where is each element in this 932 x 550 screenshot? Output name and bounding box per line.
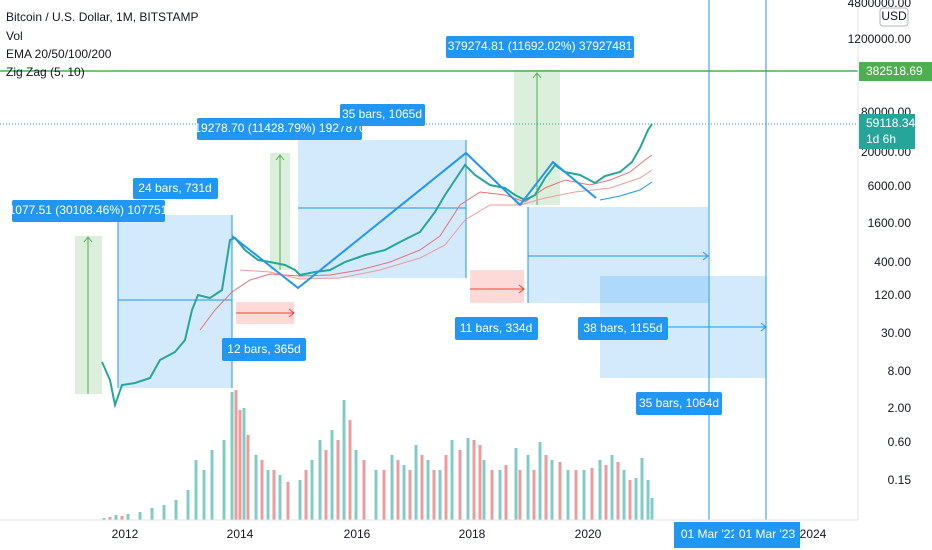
annotation-text: 19278.70 (11428.79%) 1927870: [194, 121, 366, 135]
price-label: 30.00: [881, 326, 911, 340]
annotation-box: [446, 36, 634, 58]
last-price-tag: [859, 114, 915, 149]
price-labels: 4800000.001200000.0080000.0020000.006000…: [848, 0, 912, 487]
ema-line: [599, 181, 653, 201]
price-label: 6000.00: [868, 179, 912, 193]
price-label: 400.00: [874, 255, 911, 269]
annotation-text: 11 bars, 334d: [460, 321, 533, 335]
annotation-text: 35 bars, 1065d: [342, 107, 422, 121]
date-marker: 01 Mar '22: [681, 527, 738, 541]
time-label: 2016: [344, 527, 371, 541]
price-label: 1200000.00: [848, 32, 912, 46]
annotation-box: [12, 200, 165, 222]
line-price-tag: [859, 62, 932, 81]
price-label: 120.00: [874, 288, 911, 302]
annotation-box: [197, 118, 362, 140]
time-label: 2018: [459, 527, 486, 541]
ema-line: [199, 154, 653, 331]
price-label: 0.60: [888, 435, 912, 449]
bar-countdown: 1d 6h: [866, 132, 896, 146]
range-box: [528, 207, 708, 303]
range-box: [298, 140, 466, 278]
zigzag: [231, 151, 597, 290]
time-label: 2012: [112, 527, 139, 541]
volume-down: [108, 390, 632, 520]
symbol-title: Bitcoin / U.S. Dollar, 1M, BITSTAMP: [6, 10, 199, 24]
time-label: 2020: [575, 527, 602, 541]
annotation-text: 35 bars, 1064d: [639, 396, 719, 410]
annotation-box: [636, 392, 722, 415]
currency-button[interactable]: [879, 7, 909, 27]
annotation-box: [340, 104, 425, 126]
date-marker-box: [734, 522, 800, 548]
ema-line: [239, 169, 653, 280]
price-label: 4800000.00: [848, 0, 912, 10]
time-labels: 2012 2014 2016 2018 2020 2024: [112, 527, 827, 541]
range-box: [118, 215, 232, 388]
annotation-box: [455, 317, 538, 340]
date-marker: 01 Mar '23: [739, 527, 796, 541]
line-price: 382518.69: [866, 64, 923, 78]
price-label: 1600.00: [868, 216, 912, 230]
currency[interactable]: USD: [881, 9, 907, 23]
annotation-text: 12 bars, 365d: [227, 342, 300, 356]
annotation-text: 24 bars, 731d: [138, 181, 211, 195]
annotation-box: [133, 178, 218, 199]
date-marker-box: [674, 522, 744, 548]
annotations: 1077.51 (30108.46%) 107751 24 bars, 731d…: [9, 36, 722, 415]
annotation-text: 1077.51 (30108.46%) 107751: [9, 203, 168, 217]
price-axis: [858, 0, 932, 520]
range-arrows: [83, 72, 767, 394]
last-price: 59118.34: [866, 116, 915, 130]
annotation-text: 38 bars, 1155d: [583, 321, 662, 335]
indicator-label: Vol: [6, 29, 23, 43]
volume-up: [102, 392, 654, 520]
indicator-label: EMA 20/50/100/200: [6, 47, 112, 61]
annotation-text: 379274.81 (11692.02%) 37927481: [448, 39, 633, 53]
price-label: 2.00: [888, 401, 912, 415]
range-box: [470, 270, 524, 303]
annotation-box: [578, 317, 668, 340]
time-label: 2014: [227, 527, 254, 541]
price-label: 0.15: [888, 473, 912, 487]
price-label: 8.00: [888, 364, 912, 378]
time-label: 2024: [800, 527, 827, 541]
annotation-box: [222, 338, 306, 361]
indicator-label: Zig Zag (5, 10): [6, 65, 85, 79]
